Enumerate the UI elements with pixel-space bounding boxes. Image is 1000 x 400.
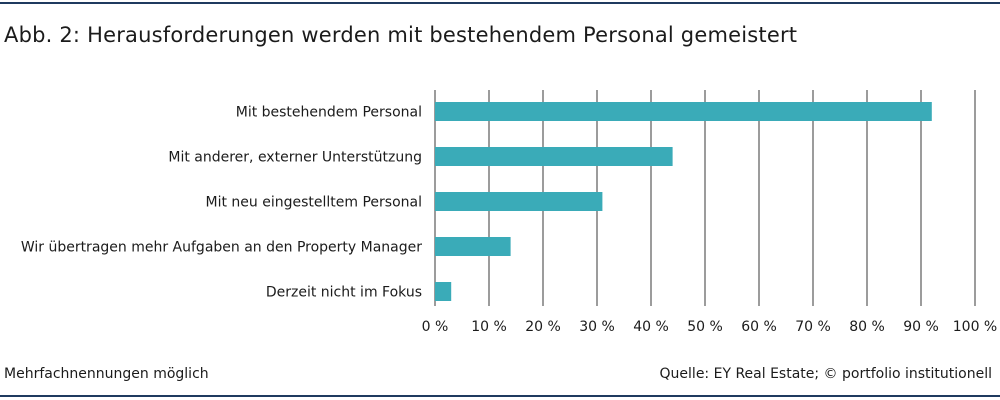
category-label: Mit anderer, externer Unterstützung bbox=[168, 150, 422, 166]
bar bbox=[435, 282, 452, 301]
bar bbox=[435, 192, 603, 211]
x-tick-label: 40 % bbox=[633, 319, 669, 335]
x-tick-label: 30 % bbox=[579, 319, 615, 335]
bar bbox=[435, 237, 511, 256]
bar bbox=[435, 102, 932, 121]
x-tick-label: 90 % bbox=[903, 319, 939, 335]
top-rule bbox=[0, 2, 1000, 4]
category-label: Mit neu eingestelltem Personal bbox=[206, 195, 422, 211]
x-tick-label: 50 % bbox=[687, 319, 723, 335]
x-tick-label: 20 % bbox=[525, 319, 561, 335]
bottom-rule bbox=[0, 395, 1000, 397]
category-label: Mit bestehendem Personal bbox=[236, 105, 422, 121]
category-label: Derzeit nicht im Fokus bbox=[266, 285, 422, 301]
x-tick-label: 70 % bbox=[795, 319, 831, 335]
x-tick-label: 60 % bbox=[741, 319, 777, 335]
source-note: Quelle: EY Real Estate; © portfolio inst… bbox=[659, 366, 992, 382]
chart-title: Abb. 2: Herausforderungen werden mit bes… bbox=[4, 23, 798, 47]
x-tick-label: 10 % bbox=[471, 319, 507, 335]
bar bbox=[435, 147, 673, 166]
x-tick-label: 0 % bbox=[422, 319, 449, 335]
footnote: Mehrfachnennungen möglich bbox=[4, 366, 209, 382]
x-tick-label: 100 % bbox=[953, 319, 997, 335]
x-tick-label: 80 % bbox=[849, 319, 885, 335]
bar-chart: 0 % 10 % 20 % 30 % 40 % 50 % 60 % 70 % 80 % 90 % 1… bbox=[21, 90, 997, 335]
category-label: Wir übertragen mehr Aufgaben an den Prop… bbox=[21, 240, 422, 256]
